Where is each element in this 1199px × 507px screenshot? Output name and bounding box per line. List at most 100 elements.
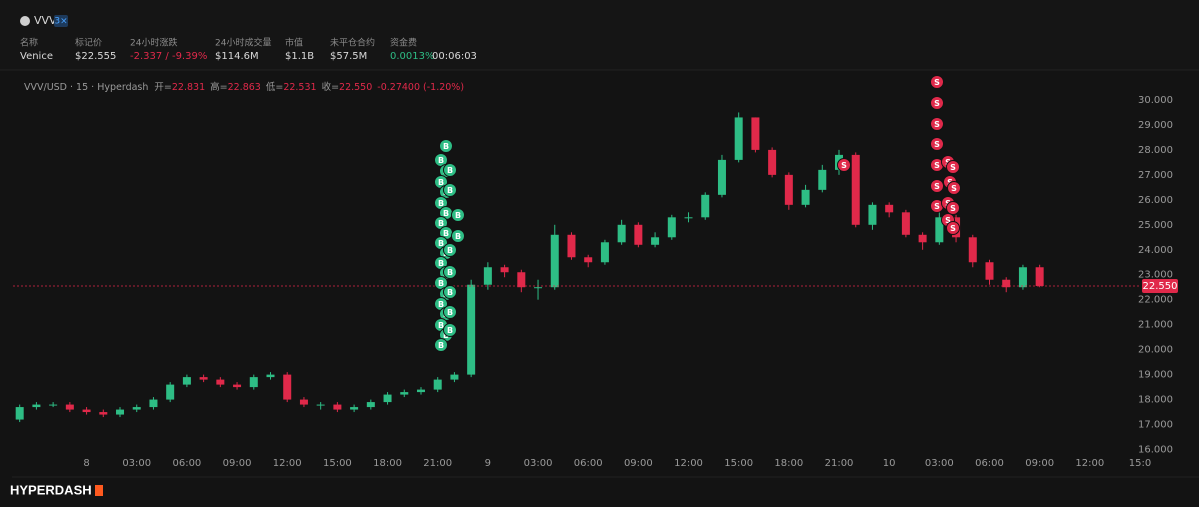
candle-body	[1002, 279, 1011, 288]
candle-body	[450, 374, 459, 380]
buy-marker: B	[439, 139, 453, 153]
marker-dot	[451, 208, 465, 222]
buy-marker: B	[443, 163, 457, 177]
sell-marker: S	[837, 158, 851, 172]
marker-label: B	[438, 239, 444, 248]
x-tick-label: 21:00	[423, 458, 452, 469]
marker-label: S	[934, 140, 940, 149]
marker-label: B	[438, 279, 444, 288]
candle-body	[717, 159, 726, 195]
x-tick-label: 09:00	[223, 458, 252, 469]
x-tick-label: 8	[83, 458, 89, 469]
buy-marker: B	[443, 243, 457, 257]
marker-label: B	[438, 341, 444, 350]
marker-dot	[443, 285, 457, 299]
stat-value: $1.1B	[285, 51, 314, 62]
marker-dot	[946, 160, 960, 174]
x-tick-label: 18:00	[373, 458, 402, 469]
x-tick-label: 21:00	[825, 458, 854, 469]
marker-label: B	[447, 308, 453, 317]
marker-dot	[930, 137, 944, 151]
candle-body	[935, 217, 944, 243]
leverage-badge	[54, 15, 68, 27]
legend-value: 22.863	[228, 82, 261, 93]
buy-marker: B	[443, 183, 457, 197]
y-tick-label: 24.000	[1138, 245, 1173, 256]
x-tick-label: 15:00	[724, 458, 753, 469]
marker-label: B	[443, 142, 449, 151]
marker-label: B	[447, 166, 453, 175]
y-tick-label: 21.000	[1138, 320, 1173, 331]
marker-dot	[930, 75, 944, 89]
legend: VVV/USD · 15 · Hyperdash 开=22.831 高=22.863…	[24, 81, 464, 93]
x-tick-label: 03:00	[925, 458, 954, 469]
marker-label: B	[438, 219, 444, 228]
candle-body	[784, 174, 793, 205]
candle-body	[851, 154, 860, 225]
candle-body	[617, 224, 626, 243]
marker-dot	[451, 229, 465, 243]
marker-dot	[443, 243, 457, 257]
marker-dot	[930, 117, 944, 131]
candle-body	[216, 379, 225, 385]
candle-body	[885, 204, 894, 213]
x-tick-label: 15:0	[1129, 458, 1151, 469]
candle-body	[1035, 267, 1044, 286]
stat-label: 名称	[20, 37, 38, 49]
stat-value: -2.337 / -9.39%	[130, 51, 207, 62]
stat-label: 24小时成交量	[215, 37, 271, 49]
x-tick-label: 06:00	[975, 458, 1004, 469]
candle-body	[149, 399, 158, 408]
marker-label: S	[950, 163, 956, 172]
stat-label: 标记价	[75, 37, 102, 49]
candle-body	[600, 242, 609, 263]
candle-body	[651, 237, 660, 245]
candle-body	[116, 409, 125, 415]
marker-label: B	[447, 326, 453, 335]
candle-body	[99, 412, 108, 415]
buy-marker: B	[451, 229, 465, 243]
candle-body	[400, 392, 409, 395]
y-tick-label: 17.000	[1138, 420, 1173, 431]
marker-dot	[946, 201, 960, 215]
candle-body	[283, 374, 292, 400]
y-tick-label: 29.000	[1138, 120, 1173, 131]
brand-mark	[95, 485, 103, 496]
legend-pair: VVV/USD · 15 · Hyperdash	[24, 82, 148, 93]
y-tick-label: 22.000	[1138, 295, 1173, 306]
leverage: 3×	[54, 17, 67, 27]
candle-body	[467, 284, 476, 375]
candle-body	[968, 237, 977, 263]
marker-dot	[434, 338, 448, 352]
coin-icon	[20, 16, 30, 26]
candle-body	[768, 149, 777, 175]
marker-label: S	[950, 204, 956, 213]
x-tick-label: 03:00	[122, 458, 151, 469]
legend-label: 开=	[154, 82, 171, 93]
x-tick-label: 12:00	[1075, 458, 1104, 469]
candle-body	[182, 377, 191, 385]
sell-marker: S	[930, 199, 944, 213]
buy-marker: B	[443, 305, 457, 319]
stat-label: 市值	[285, 37, 303, 49]
symbol[interactable]: VVV	[34, 14, 57, 27]
legend-label: 收=	[322, 81, 339, 93]
candle-body	[199, 377, 208, 380]
stat-extra: 00:06:03	[432, 51, 477, 62]
stat-value: $114.6M	[215, 51, 259, 62]
y-tick-label: 16.000	[1138, 445, 1173, 456]
candle-body	[82, 409, 91, 413]
candle-body	[32, 404, 41, 408]
candle-body	[684, 217, 693, 219]
last-price-box	[1142, 278, 1178, 293]
candle-body	[433, 379, 442, 390]
sell-marker: S	[946, 201, 960, 215]
marker-label: B	[447, 186, 453, 195]
candle-body	[868, 204, 877, 225]
sell-marker: S	[930, 117, 944, 131]
header-bar	[0, 0, 1199, 70]
marker-label: B	[438, 300, 444, 309]
candle-body	[1018, 267, 1027, 288]
candle-body	[350, 407, 359, 410]
